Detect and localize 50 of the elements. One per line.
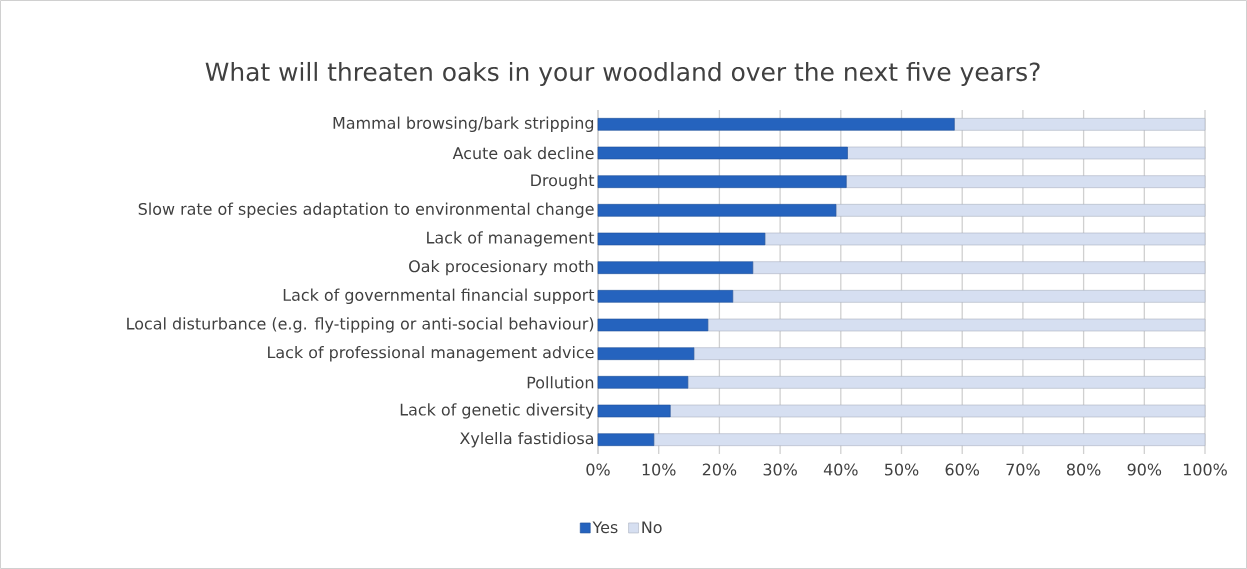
chart-title: What will threaten oaks in your woodland over the next five years? — [205, 61, 1040, 87]
y-tick-label: Local disturbance (e.g. fly-tipping or anti-social behaviour) — [127, 317, 594, 333]
x-tick-label: 90% — [1127, 463, 1162, 476]
bar — [597, 376, 689, 389]
bar — [693, 347, 1206, 360]
x-tick-label: 70% — [1006, 463, 1040, 476]
x-tick-label: 0% — [586, 463, 610, 476]
bar — [597, 404, 671, 418]
bar — [752, 261, 1206, 274]
y-tick-label: Lack of professional management advice — [268, 345, 594, 362]
x-tick-label: 20% — [702, 463, 737, 476]
y-tick-label: Lack of genetic diversity — [400, 403, 594, 419]
x-tick-label: 30% — [763, 463, 797, 476]
x-tick-label: 40% — [823, 463, 858, 476]
bar — [653, 433, 1206, 446]
x-tick-label: 60% — [945, 463, 980, 476]
bar — [597, 175, 847, 188]
x-tick-label: 10% — [642, 463, 676, 476]
y-tick-label: Pollution — [527, 376, 594, 389]
bar — [597, 118, 955, 131]
y-tick-label: Lack of management — [427, 231, 595, 247]
y-tick-label: Lack of governmental financial support — [283, 288, 595, 305]
bar — [954, 118, 1206, 131]
bar — [597, 318, 709, 332]
bar — [597, 232, 766, 246]
bar — [764, 232, 1206, 246]
legend-label: No — [642, 521, 662, 534]
y-tick-label: Mammal browsing/bark stripping — [333, 116, 594, 133]
bar — [687, 376, 1206, 389]
x-tick-label: 50% — [885, 463, 919, 476]
bar — [669, 404, 1206, 418]
y-tick-label: Xylella fastidiosa — [459, 431, 594, 448]
bar — [597, 204, 837, 217]
bar — [597, 347, 695, 360]
bar — [732, 290, 1206, 303]
bar — [597, 290, 734, 303]
y-tick-label: Oak procesionary moth — [409, 259, 594, 276]
bar — [597, 146, 848, 160]
x-tick-label: 100% — [1183, 463, 1227, 476]
bar — [707, 318, 1206, 332]
y-tick-label: Drought — [531, 173, 595, 190]
bar — [597, 261, 754, 274]
bar — [835, 204, 1206, 217]
bar — [597, 433, 655, 446]
bar — [847, 146, 1206, 160]
legend-label: Yes — [592, 521, 618, 534]
bar — [845, 175, 1206, 188]
y-tick-label: Acute oak decline — [452, 146, 594, 160]
x-tick-label: 80% — [1066, 463, 1101, 476]
y-tick-label: Slow rate of species adaptation to environmental change — [138, 202, 594, 219]
